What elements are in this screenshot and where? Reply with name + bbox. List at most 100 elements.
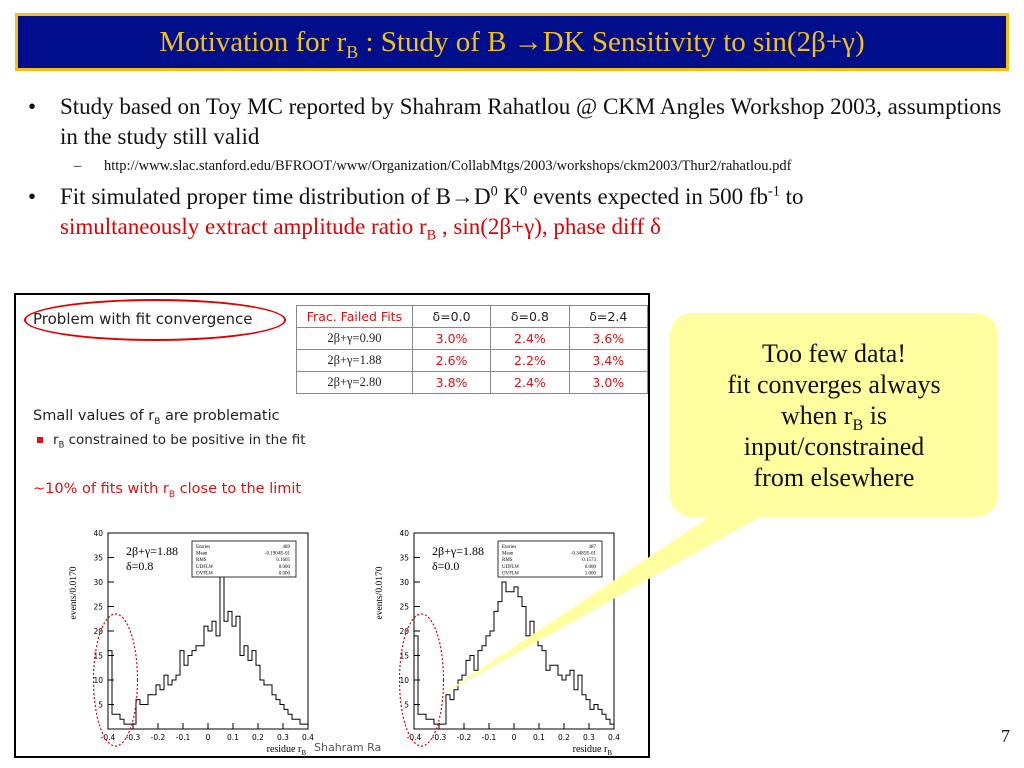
x-axis-label: residue rB [573,744,613,757]
y-tick-label: 35 [93,554,103,563]
x-tick-label: 0.1 [533,733,545,742]
constrained-text: rB constrained to be positive in the fit [37,432,306,449]
table-row-label: 2β+γ=2.80 [296,371,413,394]
y-tick-label: 30 [93,578,103,587]
histogram-line [413,581,615,729]
x-tick-label: -0.2 [457,733,472,742]
stats-value: 0.000 [279,571,291,576]
bullet-dot-icon: • [28,94,37,119]
highlight-ellipse [398,613,445,747]
histogram-delta-00: 5 10 15 20 25 30 35 40 -0.4 -0.3 -0.2 -0.1 0 0.1 0.2 0.… [375,529,620,757]
x-tick-label: 0.4 [302,733,314,742]
y-tick-label: 20 [399,627,409,636]
callout-line: fit converges always [727,369,941,399]
histogram-delta-08: 5 10 15 20 25 30 35 40 -0.4 -0.3 -0.2 -0.1 0 0.1 0.2 0.… [69,529,314,757]
y-tick-label: 25 [399,603,409,612]
table-corner: Frac. Failed Fits [296,305,413,328]
stats-box [191,540,297,578]
table-cell: 2.6% [411,349,492,372]
table-row-label: 2β+γ=0.90 [296,327,413,350]
x-tick-label: 0.3 [583,733,595,742]
plot-annotation: δ=0.8 [126,559,153,573]
x-axis-label-sub: B [607,749,612,757]
x-tick-label: 0.2 [252,733,264,742]
y-axis-label: events/0.0170 [375,566,385,619]
stats-value: -0.1904E-01 [265,552,291,557]
stats-label: RMS [502,558,513,563]
y-tick-label: 25 [93,603,103,612]
callout-line: when rB is [780,400,888,434]
page-number: 7 [1001,726,1010,746]
x-tick-label: -0.4 [407,733,422,742]
stats-value: 489 [283,545,291,550]
percent-text: ~10% of fits with rB close to the limit [33,481,302,500]
table-row: 2β+γ=1.88 2.6% 2.2% 3.4% [296,349,648,372]
stats-label: OVFLW [502,571,520,576]
author-credit: Shahram Ra [314,741,382,754]
x-axis-label-sub: B [301,749,306,757]
x-tick-label: -0.1 [176,733,191,742]
bullet-toy-mc: • Study based on Toy MC reported by Shah… [28,94,1002,149]
highlight-ellipse [24,299,286,341]
y-tick-label: 15 [399,652,409,661]
stats-value: 487 [589,545,597,550]
x-tick-label: 0.3 [277,733,289,742]
callout-line: Too few data! [761,338,906,368]
y-axis-label: events/0.0170 [69,566,79,619]
highlight-ellipse [92,613,139,747]
stats-box [497,540,603,578]
stats-value: 1.000 [585,571,597,576]
y-tick-label: 5 [98,701,103,710]
table-cell: 3.8% [411,371,492,394]
stats-label: OVFLW [196,571,214,576]
stats-value: -0.3485E-01 [571,552,597,557]
dash-icon: – [74,158,82,174]
plot-annotation: 2β+γ=1.88 [126,544,178,558]
x-tick-label: 0 [206,733,211,742]
y-tick-label: 40 [399,529,409,538]
x-tick-label: -0.3 [126,733,141,742]
y-tick-label: 20 [93,627,103,636]
x-tick-label: 0.4 [608,733,620,742]
table-header-row: Frac. Failed Fits δ=0.0 δ=0.8 δ=2.4 [296,305,648,328]
stats-label: Entries [502,545,516,550]
table-col-header: δ=2.4 [568,305,648,328]
bullet-dot-icon: • [28,184,37,209]
x-tick-label: 0.2 [558,733,570,742]
bullet-list: • Study based on Toy MC reported by Shah… [28,92,1018,244]
reference-link[interactable]: http://www.slac.stanford.edu/BFROOT/www/… [104,158,792,174]
slide-title: Motivation for rB : Study of B →DK Sensi… [159,25,865,62]
callout-tail-shape [440,500,790,696]
stats-value: 0.1573 [582,558,596,563]
y-tick-label: 15 [93,652,103,661]
y-tick-label: 5 [404,701,409,710]
stats-label: RMS [196,558,207,563]
x-axis-label-main: residue r [267,744,302,755]
stats-label: Mean [502,552,514,557]
bullet-fit: • Fit simulated proper time distribution… [28,183,804,244]
x-tick-label: -0.1 [482,733,497,742]
x-tick-label: 0 [512,733,517,742]
arrow-icon: → [513,25,543,58]
x-axis-label-main: residue r [573,744,608,755]
embedded-slide: Problem with fit convergence Frac. Faile… [14,293,650,758]
x-tick-label: 0.1 [227,733,239,742]
callout-box: Too few data! fit converges always when … [670,313,998,517]
stats-label: Mean [196,552,208,557]
x-tick-label: -0.2 [151,733,166,742]
embed-heading: Problem with fit convergence [33,310,253,328]
histogram-line [107,557,309,729]
stats-value: 0.000 [279,565,291,570]
y-tick-label: 10 [93,676,103,685]
y-tick-label: 10 [399,676,409,685]
stats-label: UDFLW [196,565,214,570]
plot-annotation: δ=0.0 [432,559,459,573]
title-bar: Motivation for rB : Study of B →DK Sensi… [15,13,1009,71]
callout-line: input/constrained [743,431,925,461]
table-row: 2β+γ=2.80 3.8% 2.4% 3.0% [296,371,648,394]
y-tick-label: 35 [399,554,409,563]
arrow-icon: → [450,184,474,209]
table-cell: 2.4% [490,371,570,394]
stats-label: Entries [196,545,210,550]
